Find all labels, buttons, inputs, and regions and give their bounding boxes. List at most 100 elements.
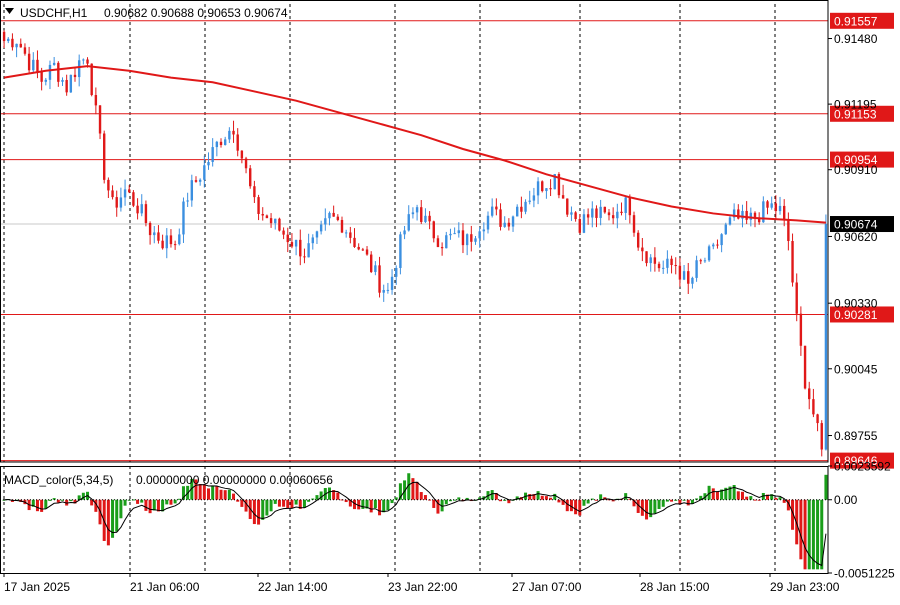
macd-bar bbox=[711, 488, 715, 500]
candle-body bbox=[223, 139, 227, 146]
macd-bar bbox=[586, 499, 590, 504]
macd-bar bbox=[532, 494, 536, 500]
candle-body bbox=[132, 192, 135, 206]
triangle-down-icon[interactable] bbox=[5, 8, 14, 14]
time-tick-label: 22 Jan 14:00 bbox=[258, 580, 328, 594]
grid-lines bbox=[3, 4, 776, 573]
macd-bar bbox=[361, 499, 365, 509]
candle-body bbox=[782, 205, 786, 221]
macd-bar bbox=[724, 487, 728, 500]
macd-bar bbox=[156, 499, 160, 512]
candle-body bbox=[490, 206, 494, 216]
candle-body bbox=[570, 212, 573, 215]
macd-bar bbox=[624, 493, 628, 500]
macd-bar bbox=[444, 499, 448, 505]
macd-bar bbox=[344, 499, 348, 503]
candle-body bbox=[299, 239, 302, 257]
candle-body bbox=[27, 53, 31, 71]
candle-body bbox=[77, 60, 81, 78]
candle-body bbox=[395, 267, 398, 277]
macd-bar bbox=[357, 499, 361, 510]
candle-body bbox=[787, 220, 790, 242]
candle-body bbox=[645, 251, 648, 264]
candle-body bbox=[324, 218, 327, 225]
macd-bar bbox=[35, 499, 39, 512]
macd-bar bbox=[269, 499, 273, 512]
candle-body bbox=[741, 210, 744, 219]
macd-bar bbox=[148, 499, 152, 514]
macd-bar bbox=[423, 495, 427, 500]
macd-bar bbox=[582, 499, 586, 506]
candle-body bbox=[403, 230, 406, 235]
candle-body bbox=[265, 215, 269, 219]
macd-bar bbox=[365, 499, 369, 509]
macd-bar bbox=[302, 499, 306, 508]
macd-bar bbox=[119, 499, 123, 519]
macd-bar bbox=[599, 494, 603, 500]
macd-bar bbox=[294, 499, 298, 505]
macd-bar bbox=[194, 479, 198, 500]
candle-body bbox=[486, 215, 490, 230]
candle-body bbox=[420, 207, 423, 222]
candle-body bbox=[445, 235, 448, 249]
candle-body bbox=[670, 258, 673, 266]
candle-body bbox=[803, 345, 807, 389]
macd-bar bbox=[636, 499, 640, 513]
macd-bar bbox=[565, 499, 569, 512]
candle-body bbox=[182, 201, 185, 235]
macd-bar bbox=[390, 499, 394, 504]
candle-body bbox=[687, 271, 690, 284]
candle-body bbox=[274, 218, 277, 224]
macd-bar bbox=[382, 499, 386, 513]
candle-body bbox=[278, 218, 281, 231]
candle-body bbox=[144, 204, 148, 224]
macd-bar bbox=[736, 491, 740, 500]
candle-body bbox=[111, 190, 114, 198]
macd-bar bbox=[503, 499, 507, 501]
candle-body bbox=[282, 230, 285, 235]
candle-body bbox=[495, 206, 498, 210]
candle-body bbox=[148, 223, 152, 236]
candle-body bbox=[432, 221, 435, 239]
macd-bar bbox=[111, 499, 115, 538]
macd-bar bbox=[816, 499, 820, 570]
macd-bar bbox=[257, 499, 261, 525]
macd-bar bbox=[695, 498, 699, 500]
macd-bar bbox=[715, 491, 719, 500]
candle-body bbox=[69, 74, 73, 93]
candle-body bbox=[407, 214, 410, 231]
macd-bar bbox=[494, 493, 498, 500]
macd-bar bbox=[569, 499, 573, 512]
macd-bar bbox=[169, 499, 173, 505]
candle-body bbox=[770, 203, 773, 208]
candle-body bbox=[557, 174, 561, 196]
macd-bar bbox=[749, 496, 753, 500]
candle-body bbox=[703, 260, 707, 262]
macd-bar bbox=[211, 485, 215, 500]
candle-body bbox=[178, 234, 181, 245]
candle-body bbox=[678, 265, 682, 280]
macd-values: 0.00000000 0.00000000 0.00060656 bbox=[136, 473, 333, 487]
candle-body bbox=[286, 234, 289, 243]
macd-bar bbox=[240, 499, 244, 507]
candle-body bbox=[44, 79, 48, 82]
macd-bar bbox=[90, 499, 94, 506]
macd-bar bbox=[131, 499, 135, 501]
price-tick-label: 0.91195 bbox=[834, 98, 877, 112]
macd-bar bbox=[315, 495, 319, 500]
level-tag bbox=[830, 12, 894, 29]
candle-body bbox=[236, 134, 239, 151]
candle-body bbox=[415, 207, 419, 213]
candle-body bbox=[662, 267, 665, 269]
candle-body bbox=[749, 212, 753, 220]
macd-bar bbox=[453, 499, 457, 501]
macd-bar bbox=[415, 481, 419, 500]
macd-bar bbox=[277, 499, 281, 507]
candle-body bbox=[820, 423, 823, 450]
candle-body bbox=[636, 232, 640, 248]
candle-body bbox=[449, 233, 452, 236]
candle-body bbox=[307, 243, 310, 258]
macd-bar bbox=[332, 490, 336, 500]
